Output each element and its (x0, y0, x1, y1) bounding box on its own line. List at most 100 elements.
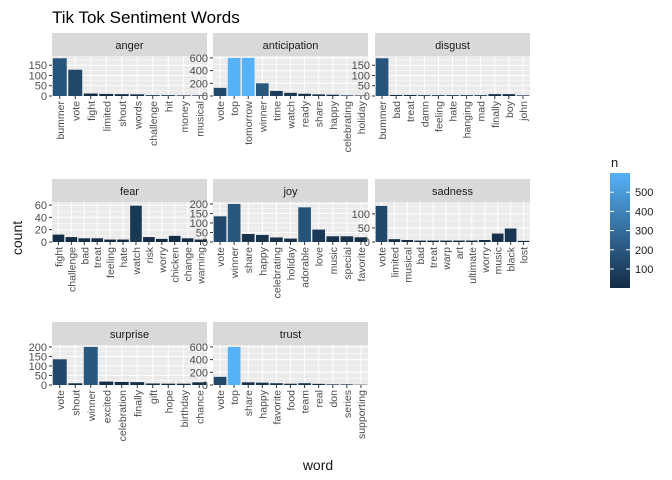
x-tick-label: money (179, 100, 191, 132)
x-tick-label: treat (428, 247, 440, 268)
x-tick-label: supporting (356, 390, 368, 439)
bar-bummer (52, 58, 67, 96)
x-tick-label: boy (504, 100, 516, 118)
bar-finally (488, 94, 502, 96)
y-tick-label: 100 (190, 218, 208, 230)
x-tick-label: vote (70, 101, 82, 121)
x-axis-label: word (302, 457, 333, 473)
y-tick-label: 50 (35, 370, 47, 382)
bar-worry (478, 240, 491, 242)
x-tick-label: real (314, 390, 326, 408)
y-tick-label: 0 (202, 380, 208, 392)
y-tick-label: 40 (35, 212, 47, 224)
y-tick-label: 100 (29, 70, 47, 82)
x-tick-label: winner (86, 390, 98, 422)
bar-team (298, 383, 311, 385)
x-tick-label: watch (131, 247, 143, 276)
x-tick-label: black (506, 246, 518, 271)
facet-strip (52, 179, 207, 202)
bar-food (284, 383, 297, 385)
x-tick-label: hate (448, 101, 460, 122)
x-tick-label: finally (490, 100, 502, 128)
bar-bummer (375, 58, 389, 96)
y-tick-label: 200 (190, 199, 208, 211)
x-tick-label: vote (215, 390, 227, 410)
bar-finally (130, 382, 145, 385)
x-tick-label: feeling (105, 247, 117, 278)
bar-vote (213, 87, 227, 96)
x-tick-label: birthday (179, 389, 191, 427)
x-tick-label: words (132, 101, 144, 130)
y-tick-label: 0 (41, 91, 47, 103)
bar-feeling (432, 95, 445, 96)
x-tick-label: challenge (148, 101, 160, 146)
x-tick-label: gift (148, 390, 160, 404)
x-tick-label: celebrating (342, 101, 354, 153)
bar-watch (130, 205, 142, 242)
facet-strip (213, 33, 368, 56)
x-tick-label: bad (391, 101, 403, 119)
y-tick-label: 50 (35, 81, 47, 93)
x-tick-label: shout (117, 101, 129, 127)
bar-hate (117, 239, 129, 242)
bar-treat (427, 240, 439, 242)
bar-treat (91, 238, 104, 242)
bar-musical (401, 240, 414, 242)
x-tick-label: chance (194, 390, 206, 424)
bar-words (130, 94, 145, 96)
y-tick-label: 0 (364, 91, 370, 103)
bar-warp (440, 240, 452, 242)
bar-special (340, 236, 354, 242)
legend-tick-label: 500 (635, 187, 653, 199)
bar-winner (255, 83, 269, 96)
facet-strip (375, 33, 530, 56)
bar-lost (517, 240, 530, 242)
facet-strip-label: sadness (432, 186, 473, 198)
facet-strip-label: fear (120, 186, 139, 198)
legend: n 100 200 300 400 500 (610, 155, 653, 288)
legend-title: n (611, 155, 618, 170)
bar-chance (192, 382, 207, 385)
x-tick-label: winner (257, 101, 269, 133)
x-tick-label: bad (79, 247, 91, 265)
facet-strip-label: anger (115, 40, 143, 52)
x-tick-label: top (229, 101, 241, 116)
bar-bad (414, 240, 427, 242)
y-tick-label: 0 (202, 91, 208, 103)
bar-birthday (176, 383, 191, 385)
y-tick-label: 400 (190, 355, 208, 367)
x-tick-label: adorable (300, 247, 312, 288)
x-tick-label: favorite (356, 247, 368, 282)
bar-ready (298, 93, 311, 96)
bar-celebrating (270, 237, 283, 242)
x-tick-label: share (243, 247, 255, 273)
bar-money (176, 95, 191, 96)
bar-hit (161, 95, 176, 96)
bar-warning (194, 239, 207, 242)
bar-favorite (354, 237, 368, 242)
bar-mad (474, 95, 488, 96)
y-tick-label: 600 (190, 53, 208, 65)
bar-adorable (298, 207, 311, 242)
bar-john (516, 95, 530, 96)
chart-title: Tik Tok Sentiment Words (52, 8, 240, 27)
x-tick-label: worry (480, 246, 492, 273)
bar-time (270, 90, 283, 96)
y-tick-label: 0 (41, 380, 47, 392)
x-tick-label: hit (163, 101, 175, 112)
x-tick-label: hate (118, 247, 130, 268)
bar-bad (78, 238, 91, 242)
facet-strip (52, 322, 207, 345)
x-tick-label: music (493, 247, 505, 274)
bar-vote (213, 376, 227, 385)
x-tick-label: celebrating (271, 247, 283, 299)
bar-favorite (270, 383, 283, 385)
y-tick-label: 150 (29, 60, 47, 72)
x-tick-label: fight (53, 247, 65, 267)
facet-strip (52, 33, 207, 56)
x-tick-label: happy (328, 100, 340, 129)
